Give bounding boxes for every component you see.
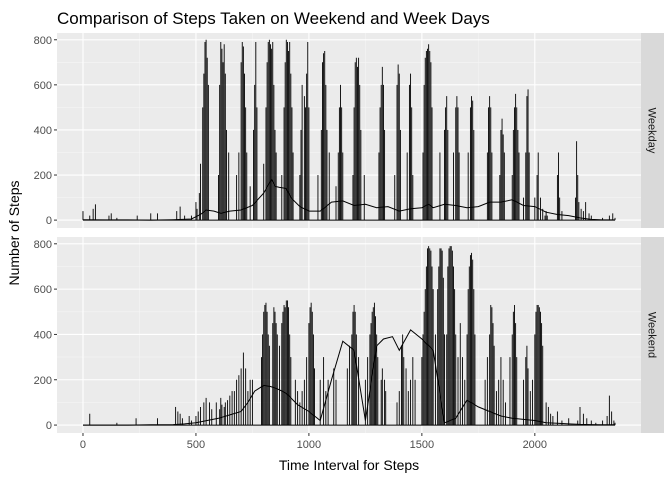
panel-weekend: 0 200 400 600 800 Weekend bbox=[34, 237, 664, 433]
y-tick-label: 400 bbox=[34, 125, 52, 137]
x-tick-label: 1500 bbox=[410, 439, 434, 451]
x-axis: 0 500 1000 1500 2000 bbox=[80, 433, 547, 451]
y-tick-label: 600 bbox=[34, 284, 52, 296]
mean-line bbox=[83, 329, 615, 426]
y-tick-label: 600 bbox=[34, 80, 52, 92]
chart-title: Comparison of Steps Taken on Weekend and… bbox=[57, 9, 490, 28]
facet-label-weekday: Weekday bbox=[646, 108, 658, 154]
y-axis-title: Number of Steps bbox=[6, 180, 22, 285]
y-axis: 0 200 400 600 800 bbox=[34, 35, 57, 227]
x-tick-label: 0 bbox=[80, 439, 86, 451]
y-tick-label: 200 bbox=[34, 170, 52, 182]
y-tick-label: 800 bbox=[34, 35, 52, 47]
facet-strip bbox=[641, 33, 664, 228]
x-tick-label: 1000 bbox=[297, 439, 321, 451]
facet-strip bbox=[641, 237, 664, 433]
mean-line bbox=[82, 178, 615, 221]
y-tick-label: 200 bbox=[34, 375, 52, 387]
y-tick-label: 800 bbox=[34, 239, 52, 251]
panel-background bbox=[57, 237, 641, 433]
x-tick-label: 2000 bbox=[523, 439, 547, 451]
y-tick-label: 0 bbox=[46, 215, 52, 227]
series-bars bbox=[82, 39, 616, 221]
y-tick-label: 400 bbox=[34, 329, 52, 341]
y-tick-label: 0 bbox=[46, 420, 52, 432]
series-bars bbox=[82, 246, 616, 426]
facet-label-weekend: Weekend bbox=[646, 312, 658, 358]
x-tick-label: 500 bbox=[187, 439, 205, 451]
panel-background bbox=[57, 33, 641, 228]
y-axis: 0 200 400 600 800 bbox=[34, 239, 57, 432]
panel-weekday: 0 200 400 600 800 Weekday bbox=[34, 33, 664, 228]
x-axis-title: Time Interval for Steps bbox=[279, 457, 419, 473]
